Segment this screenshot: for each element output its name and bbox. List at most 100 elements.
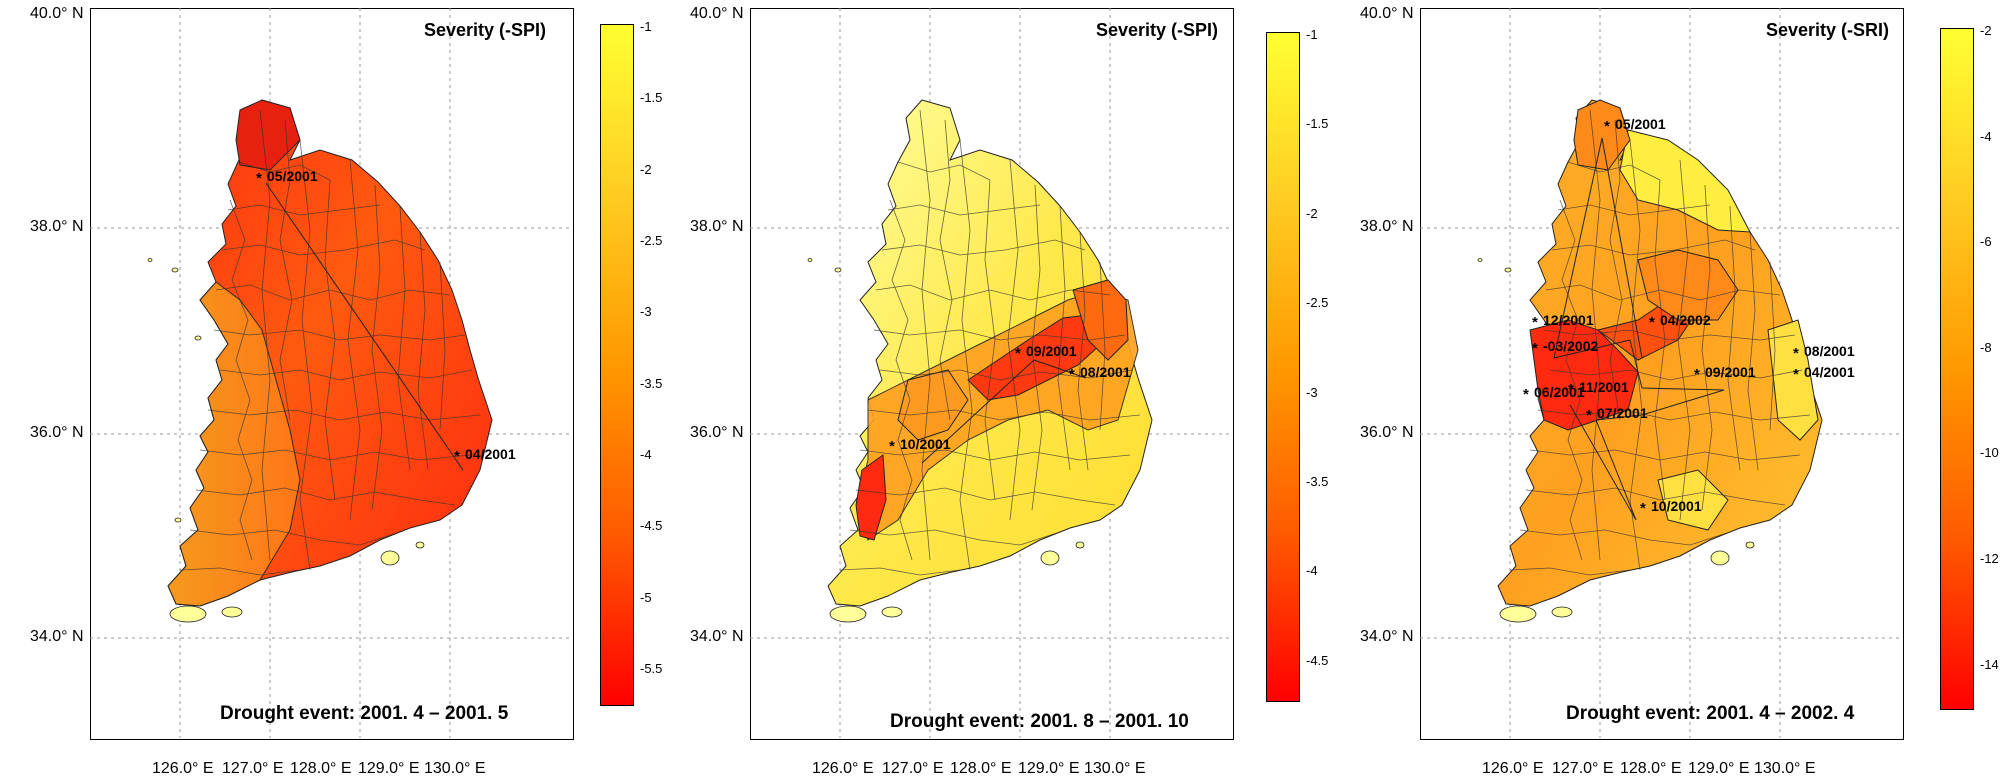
event-date-label: 08/2001 bbox=[1080, 363, 1131, 380]
lat-tick-label: 40.0° N bbox=[1360, 5, 1414, 22]
event-date-label: 10/2001 bbox=[900, 435, 951, 452]
lat-tick-label: 36.0° N bbox=[1360, 424, 1414, 441]
colorbar-tick-label: -12 bbox=[1980, 551, 1999, 566]
map-panel-2: * 09/2001 * 08/2001 * 10/2001 40.0° N 38.0° N… bbox=[668, 0, 1328, 783]
lon-tick-label: 127.0° E bbox=[222, 760, 284, 777]
event-centroid-marker: * bbox=[1532, 314, 1538, 332]
lon-tick-label: 127.0° E bbox=[882, 760, 944, 777]
colorbar bbox=[1940, 28, 1974, 710]
district-boundaries bbox=[1509, 109, 1811, 576]
colorbar-tick-label: -4.5 bbox=[640, 518, 663, 534]
district-boundaries bbox=[839, 109, 1141, 576]
event-centroid-marker: * bbox=[1640, 499, 1646, 517]
lat-tick-label: 40.0° N bbox=[690, 5, 744, 22]
lon-tick-label: 128.0° E bbox=[1620, 760, 1682, 777]
event-centroid-marker: * bbox=[1694, 365, 1700, 383]
event-centroid-marker: * bbox=[1015, 345, 1021, 363]
event-date-label: 04/2001 bbox=[1804, 363, 1855, 380]
severity-label: Severity (-SPI) bbox=[424, 20, 547, 40]
colorbar-tick-label: -3 bbox=[640, 304, 652, 320]
event-centroid-marker: * bbox=[1568, 381, 1574, 399]
colorbar bbox=[600, 24, 634, 706]
lat-tick-label: 36.0° N bbox=[30, 424, 84, 441]
event-date-label: 07/2001 bbox=[1597, 404, 1648, 421]
event-centroid-marker: * bbox=[1793, 365, 1799, 383]
event-date-label: 06/2001 bbox=[1534, 384, 1585, 401]
korea-peninsula-shape bbox=[167, 99, 493, 607]
event-date-label: 04/2001 bbox=[465, 446, 516, 463]
colorbar-tick-label: -2 bbox=[1980, 23, 1992, 38]
lon-tick-label: 126.0° E bbox=[1482, 760, 1544, 777]
lat-tick-label: 40.0° N bbox=[30, 5, 84, 22]
islands bbox=[147, 258, 425, 623]
lon-tick-label: 129.0° E bbox=[1688, 760, 1750, 777]
colorbar-tick-label: -1.5 bbox=[1306, 116, 1329, 132]
colorbar-tick-label: -4.5 bbox=[1306, 652, 1329, 668]
severity-label: Severity (-SPI) bbox=[1096, 20, 1219, 40]
drought-event-text: Drought event: 2001. 8 – 2001. 10 bbox=[890, 711, 1189, 732]
lon-tick-label: 126.0° E bbox=[812, 760, 874, 777]
lat-tick-label: 34.0° N bbox=[1360, 628, 1414, 645]
event-date-label: 05/2001 bbox=[267, 167, 318, 184]
lon-tick-label: 126.0° E bbox=[152, 760, 214, 777]
colorbar-tick-label: -3.5 bbox=[1306, 473, 1329, 489]
korea-peninsula-shape bbox=[827, 99, 1153, 607]
map-canvas bbox=[750, 8, 1232, 738]
colorbar-tick-label: -6 bbox=[1980, 234, 1992, 250]
lat-tick-label: 38.0° N bbox=[30, 218, 84, 235]
event-date-label: 10/2001 bbox=[1651, 497, 1702, 514]
event-date-label: 05/2001 bbox=[1615, 116, 1666, 133]
district-boundaries bbox=[179, 109, 481, 576]
colorbar-tick-label: -14 bbox=[1980, 656, 1999, 672]
event-centroid-marker: * bbox=[1604, 118, 1610, 136]
lon-tick-label: 128.0° E bbox=[290, 760, 352, 777]
event-centroid-marker: * bbox=[454, 448, 460, 466]
colorbar-tick-label: -3.5 bbox=[640, 375, 663, 391]
drought-event-text: Drought event: 2001. 4 – 2001. 5 bbox=[220, 703, 509, 724]
event-date-label: 09/2001 bbox=[1026, 343, 1077, 360]
event-date-label: 09/2001 bbox=[1705, 363, 1756, 380]
colorbar-tick-label: -2 bbox=[640, 161, 652, 177]
event-track bbox=[1553, 137, 1725, 521]
event-centroid-marker: * bbox=[1793, 345, 1799, 363]
colorbar-tick-label: -1 bbox=[1306, 27, 1318, 42]
korea-peninsula-shape bbox=[1497, 99, 1823, 607]
event-centroid-marker: * bbox=[1523, 386, 1529, 404]
lon-tick-label: 128.0° E bbox=[950, 760, 1012, 777]
lat-tick-label: 36.0° N bbox=[690, 424, 744, 441]
event-date-label: 12/2001 bbox=[1543, 312, 1594, 329]
lon-tick-label: 130.0° E bbox=[1754, 760, 1816, 777]
event-centroid-marker: * bbox=[889, 437, 895, 455]
colorbar bbox=[1266, 32, 1300, 702]
colorbar-tick-label: -1 bbox=[640, 19, 652, 34]
colorbar-tick-label: -4 bbox=[640, 447, 652, 463]
event-centroid-marker: * bbox=[1586, 406, 1592, 424]
lon-tick-label: 129.0° E bbox=[358, 760, 420, 777]
lon-tick-label: 127.0° E bbox=[1552, 760, 1614, 777]
map-canvas bbox=[1420, 8, 1902, 738]
colorbar-tick-label: -5.5 bbox=[640, 661, 663, 677]
severity-label: Severity (-SRI) bbox=[1766, 20, 1890, 40]
lat-tick-label: 38.0° N bbox=[1360, 218, 1414, 235]
colorbar-tick-label: -10 bbox=[1980, 445, 1999, 461]
lon-tick-label: 130.0° E bbox=[424, 760, 486, 777]
event-centroid-marker: * bbox=[1649, 314, 1655, 332]
colorbar-tick-label: -2.5 bbox=[1306, 295, 1329, 311]
event-centroid-marker: * bbox=[1069, 365, 1075, 383]
colorbar-tick-label: -4 bbox=[1980, 128, 1992, 144]
event-centroid-marker: * bbox=[1532, 339, 1538, 357]
event-date-label: 11/2001 bbox=[1579, 379, 1629, 396]
islands bbox=[1477, 258, 1755, 623]
lon-tick-label: 130.0° E bbox=[1084, 760, 1146, 777]
colorbar-tick-label: -4 bbox=[1306, 563, 1318, 579]
event-track bbox=[265, 182, 464, 471]
event-date-label: 04/2002 bbox=[1660, 312, 1711, 329]
colorbar-tick-label: -2 bbox=[1306, 205, 1318, 221]
event-date-label: 08/2001 bbox=[1804, 343, 1855, 360]
lon-tick-label: 129.0° E bbox=[1018, 760, 1080, 777]
lat-tick-label: 38.0° N bbox=[690, 218, 744, 235]
drought-event-text: Drought event: 2001. 4 – 2002. 4 bbox=[1566, 703, 1855, 724]
event-track bbox=[921, 359, 1087, 464]
colorbar-tick-label: -8 bbox=[1980, 339, 1992, 355]
event-centroid-marker: * bbox=[256, 169, 262, 187]
